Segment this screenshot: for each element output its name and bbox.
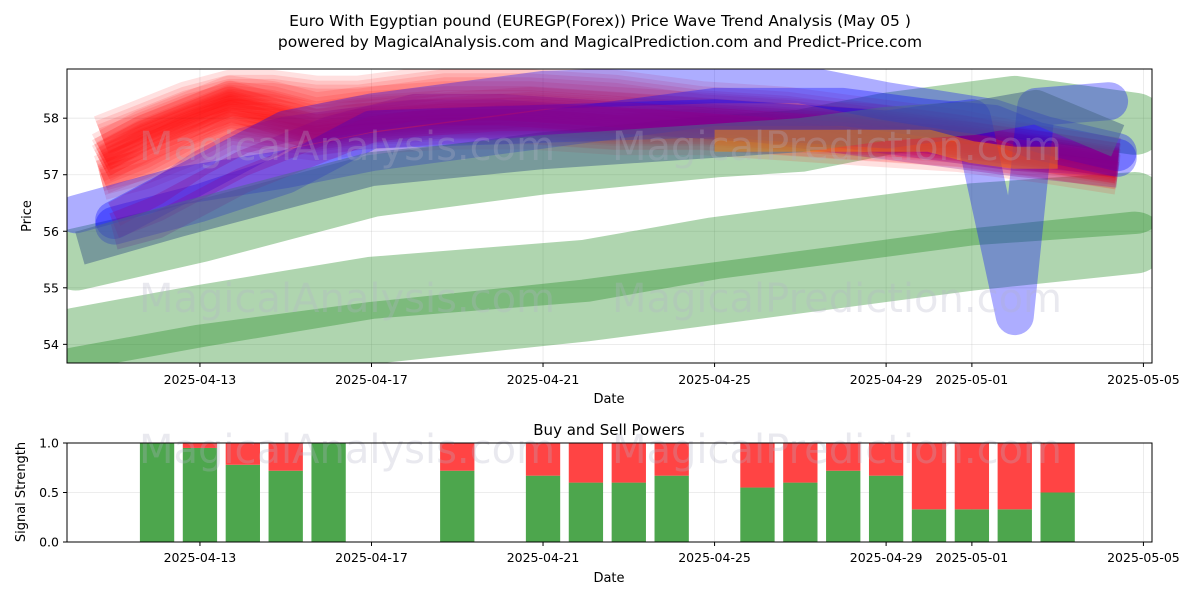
- price-x-tick-label: 2025-04-25: [678, 372, 751, 387]
- buy-sell-x-tick-label: 2025-04-21: [507, 550, 580, 565]
- buy-sell-y-tick-label: 0.5: [39, 485, 59, 500]
- figure-title-line2: powered by MagicalAnalysis.com and Magic…: [278, 33, 922, 51]
- price-y-tick-label: 56: [43, 224, 59, 239]
- sell-bar: [611, 443, 646, 483]
- price-plot-frame: [66, 68, 1153, 364]
- price-y-tick-label: 55: [43, 280, 59, 295]
- price-x-ticks: 2025-04-13 2025-04-17 2025-04-21 2025-04-25…: [164, 363, 1180, 387]
- price-x-tick-label: 2025-04-21: [507, 372, 580, 387]
- sell-bar: [225, 443, 260, 465]
- price-chart: MagicalAnalysis.com MagicalPrediction.co…: [20, 68, 1180, 407]
- price-x-tick-label: 2025-04-13: [164, 372, 237, 387]
- buy-sell-bars: [139, 443, 1075, 542]
- buy-bar: [783, 482, 818, 542]
- buy-bar: [268, 470, 303, 542]
- sell-bar: [954, 443, 990, 510]
- sell-bar: [868, 443, 904, 476]
- price-x-tick-label: 2025-04-17: [335, 372, 408, 387]
- sell-bar: [997, 443, 1032, 510]
- price-y-tick-label: 58: [43, 111, 59, 126]
- buy-sell-x-tick-label: 2025-04-13: [164, 550, 237, 565]
- price-x-tick-label: 2025-05-01: [936, 372, 1009, 387]
- wave-band-slate-15: [75, 89, 1125, 265]
- buy-sell-x-axis-label: Date: [593, 571, 624, 586]
- buy-sell-x-tick-label: 2025-04-25: [678, 550, 751, 565]
- wave-band-red-4: [96, 109, 1121, 200]
- watermark-prediction-top: MagicalPrediction.com: [612, 124, 1062, 170]
- sell-bar: [740, 443, 775, 488]
- buy-bar: [611, 482, 646, 542]
- wave-band-green-14: [67, 211, 1152, 363]
- buy-bar: [911, 509, 947, 542]
- sell-bar: [654, 443, 689, 476]
- buy-bar: [740, 487, 775, 542]
- wave-band-orange-16: [714, 129, 1058, 169]
- buy-bar: [440, 470, 475, 542]
- price-wave-bands: [67, 69, 1152, 363]
- buy-bar: [954, 509, 990, 542]
- buy-bar: [826, 470, 861, 542]
- wave-band-red-4: [98, 118, 1120, 192]
- buy-sell-y-tick-label: 0.0: [39, 535, 59, 550]
- sell-bar: [525, 443, 561, 476]
- wave-band-red-2: [98, 111, 1119, 182]
- buy-sell-x-tick-label: 2025-05-05: [1107, 550, 1180, 565]
- sell-bar: [1040, 443, 1075, 493]
- sell-bar: [826, 443, 861, 471]
- buy-bar: [311, 443, 346, 542]
- buy-bar: [997, 509, 1032, 542]
- sell-bar: [440, 443, 475, 471]
- buy-sell-y-ticks: 0.0 0.5 1.0: [39, 436, 67, 550]
- figure-title-line1: Euro With Egyptian pound (EUREGP(Forex))…: [289, 12, 911, 30]
- wave-band-red-2: [97, 107, 1120, 185]
- sell-bar: [268, 443, 303, 471]
- wave-band-blue-6: [67, 87, 1137, 234]
- sell-bar: [182, 443, 218, 448]
- watermark-prediction-mid: MagicalPrediction.com: [612, 276, 1062, 322]
- buy-bar: [225, 464, 260, 542]
- buy-bar: [1040, 492, 1075, 542]
- buy-bar: [654, 475, 689, 542]
- wave-band-green-13: [67, 172, 1152, 363]
- watermark-analysis-bottom: MagicalAnalysis.com: [139, 427, 555, 473]
- sell-bar: [911, 443, 947, 510]
- buy-sell-x-tick-label: 2025-04-17: [335, 550, 408, 565]
- price-y-tick-label: 54: [43, 337, 59, 352]
- buy-bar: [568, 482, 604, 542]
- price-y-ticks: 54 55 56 57 58: [43, 111, 67, 352]
- buy-sell-y-tick-label: 1.0: [39, 436, 59, 451]
- buy-sell-y-axis-label: Signal Strength: [14, 442, 29, 542]
- watermark-analysis-top: MagicalAnalysis.com: [139, 124, 555, 170]
- buy-sell-x-tick-label: 2025-05-01: [936, 550, 1009, 565]
- price-y-axis-label: Price: [20, 200, 35, 232]
- buy-sell-chart: Buy and Sell Powers MagicalAnalysis.com …: [14, 421, 1180, 586]
- price-y-tick-label: 57: [43, 167, 59, 182]
- buy-sell-title: Buy and Sell Powers: [533, 421, 685, 439]
- buy-sell-x-ticks: 2025-04-13 2025-04-17 2025-04-21 2025-04-25…: [164, 542, 1180, 565]
- buy-bar: [182, 447, 218, 542]
- wave-band-red-4: [99, 122, 1119, 188]
- buy-bar: [525, 475, 561, 542]
- wave-band-red-2: [95, 103, 1120, 189]
- watermark-prediction-bottom: MagicalPrediction.com: [612, 427, 1062, 473]
- watermark-analysis-mid: MagicalAnalysis.com: [139, 276, 555, 322]
- buy-sell-x-tick-label: 2025-04-29: [850, 550, 923, 565]
- price-x-axis-label: Date: [593, 392, 624, 407]
- sell-bar: [568, 443, 604, 483]
- buy-bar: [139, 443, 175, 542]
- buy-bar: [868, 475, 904, 542]
- wave-band-red-4: [97, 114, 1120, 195]
- price-x-tick-label: 2025-04-29: [850, 372, 923, 387]
- price-x-tick-label: 2025-05-05: [1107, 372, 1180, 387]
- wave-band-red-2: [93, 98, 1121, 194]
- sell-bar: [783, 443, 818, 483]
